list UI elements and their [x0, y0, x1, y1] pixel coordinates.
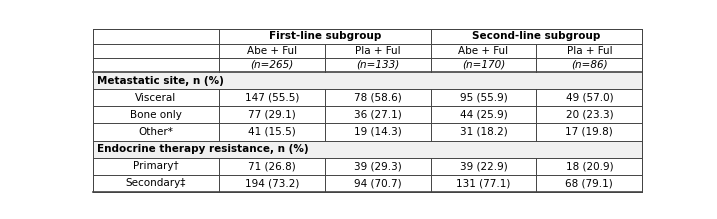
Text: 71 (26.8): 71 (26.8) [248, 161, 296, 171]
Text: 95 (55.9): 95 (55.9) [460, 93, 508, 103]
Text: (n=170): (n=170) [462, 60, 505, 70]
Text: 39 (22.9): 39 (22.9) [460, 161, 508, 171]
Text: Visceral: Visceral [136, 93, 176, 103]
Text: 68 (79.1): 68 (79.1) [566, 178, 613, 188]
Bar [92, 58, 642, 72]
Text: First-line subgroup: First-line subgroup [269, 32, 381, 41]
Text: Pla + Ful: Pla + Ful [355, 46, 401, 56]
Text: Endocrine therapy resistance, n (%): Endocrine therapy resistance, n (%) [97, 144, 308, 154]
Text: Abe + Ful: Abe + Ful [247, 46, 297, 56]
Text: 49 (57.0): 49 (57.0) [566, 93, 613, 103]
Text: (n=133): (n=133) [356, 60, 399, 70]
Text: 17 (19.8): 17 (19.8) [566, 127, 613, 137]
Bar [92, 158, 642, 175]
Text: Second-line subgroup: Second-line subgroup [473, 32, 601, 41]
Bar [92, 175, 642, 192]
Text: 94 (70.7): 94 (70.7) [354, 178, 402, 188]
Text: 18 (20.9): 18 (20.9) [566, 161, 613, 171]
Text: (n=265): (n=265) [250, 60, 294, 70]
Text: 77 (29.1): 77 (29.1) [248, 110, 296, 120]
Text: 39 (29.3): 39 (29.3) [354, 161, 402, 171]
Text: (n=86): (n=86) [571, 60, 607, 70]
Text: Pla + Ful: Pla + Ful [566, 46, 612, 56]
Text: Secondary‡: Secondary‡ [125, 178, 186, 188]
Text: Abe + Ful: Abe + Ful [458, 46, 508, 56]
Text: 131 (77.1): 131 (77.1) [456, 178, 511, 188]
Text: 19 (14.3): 19 (14.3) [354, 127, 402, 137]
Text: 194 (73.2): 194 (73.2) [244, 178, 299, 188]
Text: 41 (15.5): 41 (15.5) [248, 127, 296, 137]
Bar [92, 44, 642, 58]
Text: 36 (27.1): 36 (27.1) [354, 110, 402, 120]
Text: 31 (18.2): 31 (18.2) [460, 127, 508, 137]
Bar [92, 124, 642, 141]
Text: 147 (55.5): 147 (55.5) [244, 93, 299, 103]
Text: Metastatic site, n (%): Metastatic site, n (%) [97, 76, 224, 86]
Text: Bone only: Bone only [130, 110, 182, 120]
Text: 20 (23.3): 20 (23.3) [566, 110, 613, 120]
Text: Primary†: Primary† [133, 161, 179, 171]
Text: Other*: Other* [138, 127, 174, 137]
Bar [92, 29, 642, 44]
Bar [92, 72, 642, 89]
Bar [92, 106, 642, 124]
Text: 44 (25.9): 44 (25.9) [460, 110, 508, 120]
Text: 78 (58.6): 78 (58.6) [354, 93, 402, 103]
Bar [92, 141, 642, 158]
Bar [92, 89, 642, 106]
